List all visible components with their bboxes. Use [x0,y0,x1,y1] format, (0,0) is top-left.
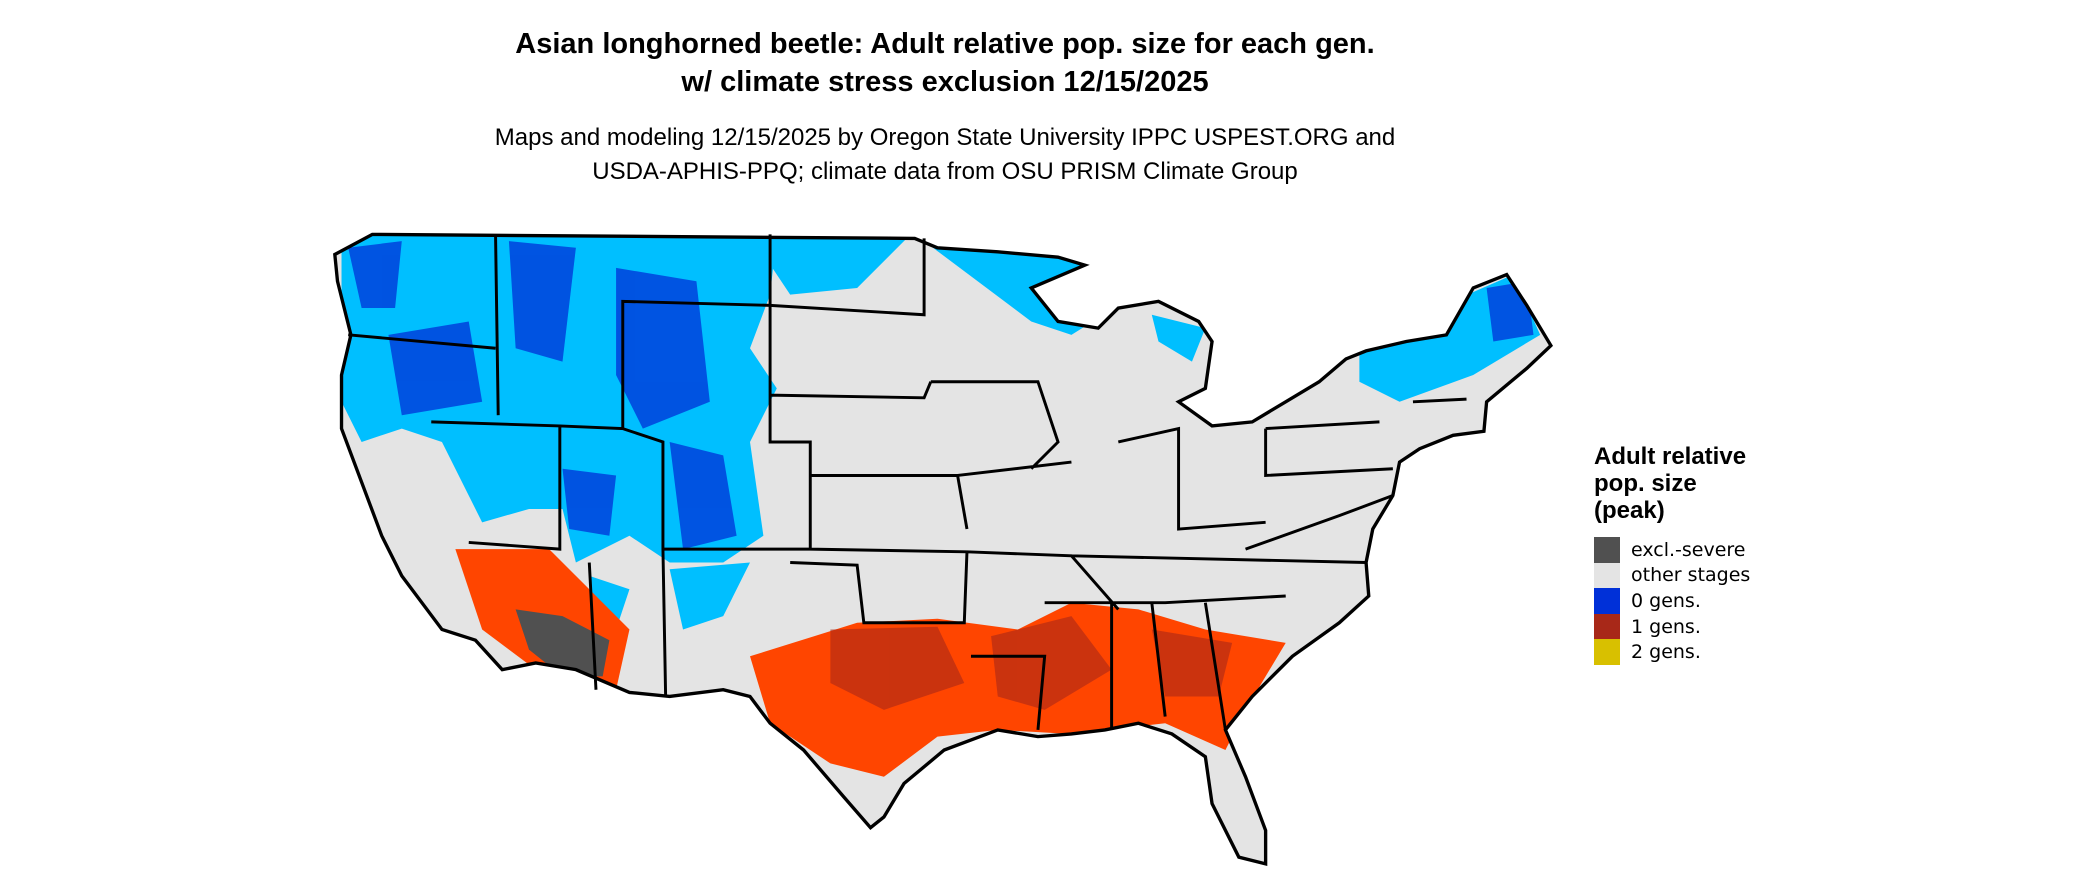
legend-label: 2 gens. [1631,641,1701,664]
legend-label: excl.-severe [1631,538,1746,561]
legend-item-2-gens: 2 gens. [1594,639,1750,665]
cold-region-blue [348,241,1534,550]
legend-label: 1 gens. [1631,615,1701,638]
legend-title: Adult relative pop. size (peak) [1594,443,1747,524]
legend-label: other stages [1631,564,1751,587]
legend: Adult relative pop. size (peak) excl.-se… [1594,443,1750,665]
legend-swatch [1594,588,1620,614]
legend-swatch [1594,562,1620,589]
legend-item-excl-severe: excl.-severe [1594,537,1750,563]
state-borders [348,234,1467,731]
legend-swatch [1594,639,1620,665]
map-title-line1: Asian longhorned beetle: Adult relative … [515,28,1375,60]
excluded-region-gray [515,609,610,677]
legend-item-other-stages: other stages [1594,562,1751,589]
legend-swatch [1594,537,1620,563]
map-title-line2: w/ climate stress exclusion 12/15/2025 [681,66,1209,98]
legend-item-1-gens: 1 gens. [1594,613,1750,640]
subtitle-line2: USDA-APHIS-PPQ; climate data from OSU PR… [592,158,1298,185]
legend-swatch [1594,613,1620,640]
subtitle-line1: Maps and modeling 12/15/2025 by Oregon S… [494,124,1396,151]
legend-item-0-gens: 0 gens. [1594,588,1750,614]
legend-label: 0 gens. [1631,589,1701,612]
